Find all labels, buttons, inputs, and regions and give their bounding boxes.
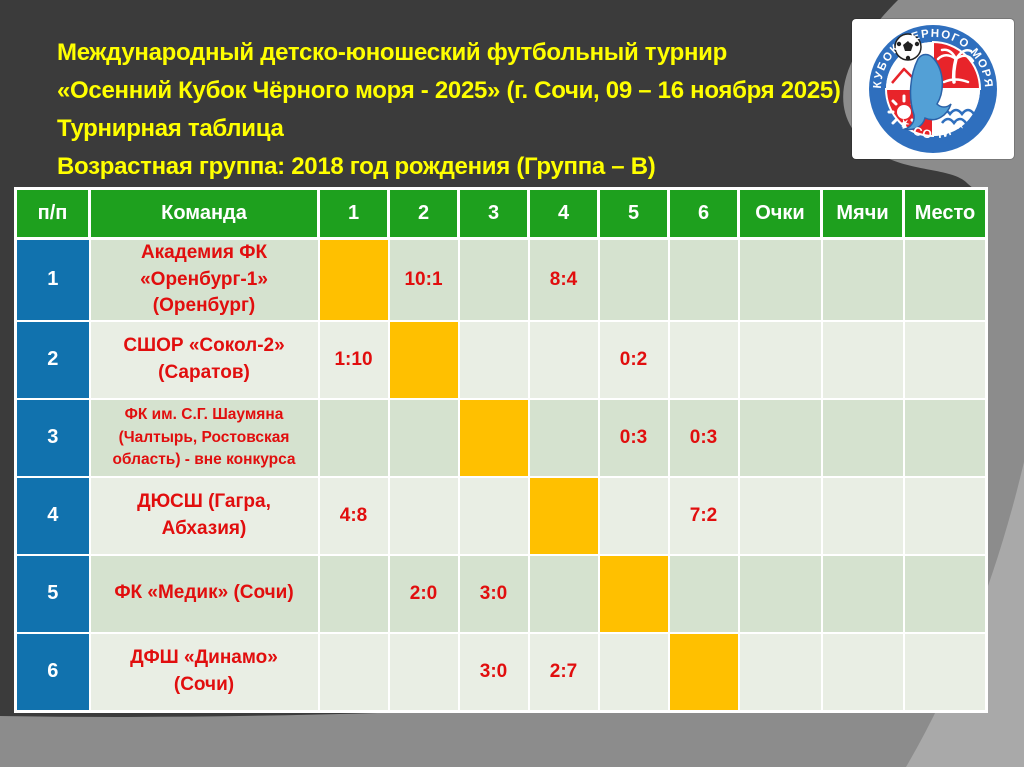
match-score-cell: 1:10 <box>317 319 390 400</box>
column-header-5: 5 <box>597 187 670 240</box>
place-cell <box>902 553 988 634</box>
team-name-cell: СШОР «Сокол-2» (Саратов) <box>88 319 320 400</box>
self-match-cell <box>667 631 740 713</box>
table-row: 5 ФК «Медик» (Сочи) 2:0 3:0 <box>14 553 988 634</box>
match-score-cell <box>387 631 460 713</box>
place-cell <box>902 237 988 322</box>
match-score-cell <box>317 397 390 478</box>
self-match-cell <box>387 319 460 400</box>
self-match-cell <box>457 397 530 478</box>
match-score-cell <box>667 319 740 400</box>
points-cell <box>737 631 823 713</box>
self-match-cell <box>597 553 670 634</box>
row-number-cell: 1 <box>14 237 91 322</box>
match-score-cell <box>527 397 600 478</box>
results-table-body: 1 Академия ФК «Оренбург-1» (Оренбург) 10:1… <box>14 237 988 713</box>
points-cell <box>737 397 823 478</box>
place-cell <box>902 319 988 400</box>
team-name-cell: ДЮСШ (Гагра, Абхазия) <box>88 475 320 556</box>
match-score-cell: 0:3 <box>667 397 740 478</box>
match-score-cell <box>387 475 460 556</box>
match-score-cell: 3:0 <box>457 553 530 634</box>
match-score-cell <box>667 237 740 322</box>
match-score-cell: 3:0 <box>457 631 530 713</box>
column-header-points: Очки <box>737 187 823 240</box>
place-cell <box>902 475 988 556</box>
points-cell <box>737 553 823 634</box>
match-score-cell: 4:8 <box>317 475 390 556</box>
dolphin-icon <box>902 53 952 131</box>
goals-cell <box>820 631 905 713</box>
match-score-cell: 0:3 <box>597 397 670 478</box>
slide-title: Международный детско-юношеский футбольны… <box>57 34 841 186</box>
points-cell <box>737 475 823 556</box>
self-match-cell <box>317 237 390 322</box>
team-name-cell: ФК «Медик» (Сочи) <box>88 553 320 634</box>
tournament-table: п/п Команда 1 2 3 4 5 6 Очки Мячи Место … <box>14 187 988 713</box>
match-score-cell: 10:1 <box>387 237 460 322</box>
place-cell <box>902 397 988 478</box>
match-score-cell <box>317 553 390 634</box>
goals-cell <box>820 397 905 478</box>
team-name-cell: ФК им. С.Г. Шаумяна (Чалтырь, Ростовская… <box>88 397 320 478</box>
match-score-cell: 7:2 <box>667 475 740 556</box>
goals-cell <box>820 553 905 634</box>
points-cell <box>737 237 823 322</box>
column-header-6: 6 <box>667 187 740 240</box>
column-header-2: 2 <box>387 187 460 240</box>
row-number-cell: 6 <box>14 631 91 713</box>
title-line: Возрастная группа: 2018 год рождения (Гр… <box>57 153 656 180</box>
match-score-cell <box>457 237 530 322</box>
background-light-band <box>906 462 1024 767</box>
row-number-cell: 3 <box>14 397 91 478</box>
points-cell <box>737 319 823 400</box>
goals-cell <box>820 475 905 556</box>
match-score-cell <box>317 631 390 713</box>
column-header-1: 1 <box>317 187 390 240</box>
column-header-4: 4 <box>527 187 600 240</box>
match-score-cell: 8:4 <box>527 237 600 322</box>
match-score-cell: 2:7 <box>527 631 600 713</box>
table-row: 4 ДЮСШ (Гагра, Абхазия) 4:8 7:2 <box>14 475 988 556</box>
row-number-cell: 4 <box>14 475 91 556</box>
match-score-cell <box>667 553 740 634</box>
self-match-cell <box>527 475 600 556</box>
title-line: «Осенний Кубок Чёрного моря - 2025» (г. … <box>57 77 841 104</box>
table-row: 2 СШОР «Сокол-2» (Саратов) 1:10 0:2 <box>14 319 988 400</box>
row-number-cell: 2 <box>14 319 91 400</box>
title-line: Турнирная таблица <box>57 115 284 142</box>
match-score-cell <box>597 475 670 556</box>
column-header-place: Место <box>902 187 988 240</box>
place-cell <box>902 631 988 713</box>
match-score-cell: 2:0 <box>387 553 460 634</box>
match-score-cell <box>597 237 670 322</box>
match-score-cell <box>457 319 530 400</box>
match-score-cell <box>457 475 530 556</box>
column-header-3: 3 <box>457 187 530 240</box>
table-header-row: п/п Команда 1 2 3 4 5 6 Очки Мячи Место <box>14 187 988 240</box>
match-score-cell <box>527 553 600 634</box>
tournament-logo: КУБОК ЧЕРНОГО МОРЯ ✶ СОЧИ ✶ <box>852 19 1014 159</box>
table-row: 1 Академия ФК «Оренбург-1» (Оренбург) 10:1… <box>14 237 988 322</box>
match-score-cell <box>387 397 460 478</box>
soccer-ball-icon <box>894 33 922 61</box>
match-score-cell: 0:2 <box>597 319 670 400</box>
match-score-cell <box>527 319 600 400</box>
table-row: 6 ДФШ «Динамо» (Сочи) 3:0 2:7 <box>14 631 988 713</box>
match-score-cell <box>597 631 670 713</box>
table-row: 3 ФК им. С.Г. Шаумяна (Чалтырь, Ростовска… <box>14 397 988 478</box>
column-header-num: п/п <box>14 187 91 240</box>
goals-cell <box>820 237 905 322</box>
team-name-cell: Академия ФК «Оренбург-1» (Оренбург) <box>88 237 320 322</box>
column-header-team: Команда <box>88 187 320 240</box>
goals-cell <box>820 319 905 400</box>
row-number-cell: 5 <box>14 553 91 634</box>
palm-icon <box>936 48 975 84</box>
team-name-cell: ДФШ «Динамо» (Сочи) <box>88 631 320 713</box>
title-line: Международный детско-юношеский футбольны… <box>57 39 727 66</box>
column-header-goals: Мячи <box>820 187 905 240</box>
